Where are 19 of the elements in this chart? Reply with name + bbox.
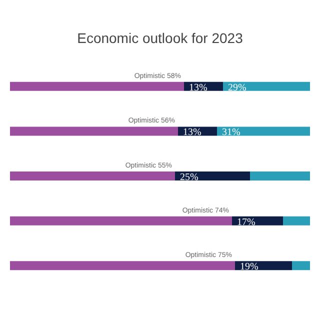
bar xyxy=(223,82,310,91)
bar xyxy=(10,216,232,226)
bar xyxy=(217,126,310,136)
bar xyxy=(283,216,310,226)
bar xyxy=(10,126,178,136)
bar xyxy=(10,261,235,270)
bar xyxy=(10,82,184,91)
chart-title: Economic outlook for 2023 xyxy=(76,30,244,46)
data-label: 13% xyxy=(189,82,208,94)
bar xyxy=(175,172,250,181)
bar xyxy=(10,172,175,181)
data-label: 25% xyxy=(180,172,198,184)
data-label: 31% xyxy=(222,127,240,138)
data-label: 13% xyxy=(183,127,202,138)
data-label: 29% xyxy=(228,82,246,94)
bar xyxy=(292,261,310,270)
bar xyxy=(250,172,310,181)
data-label: 17% xyxy=(237,216,256,228)
data-label: 19% xyxy=(240,262,258,273)
